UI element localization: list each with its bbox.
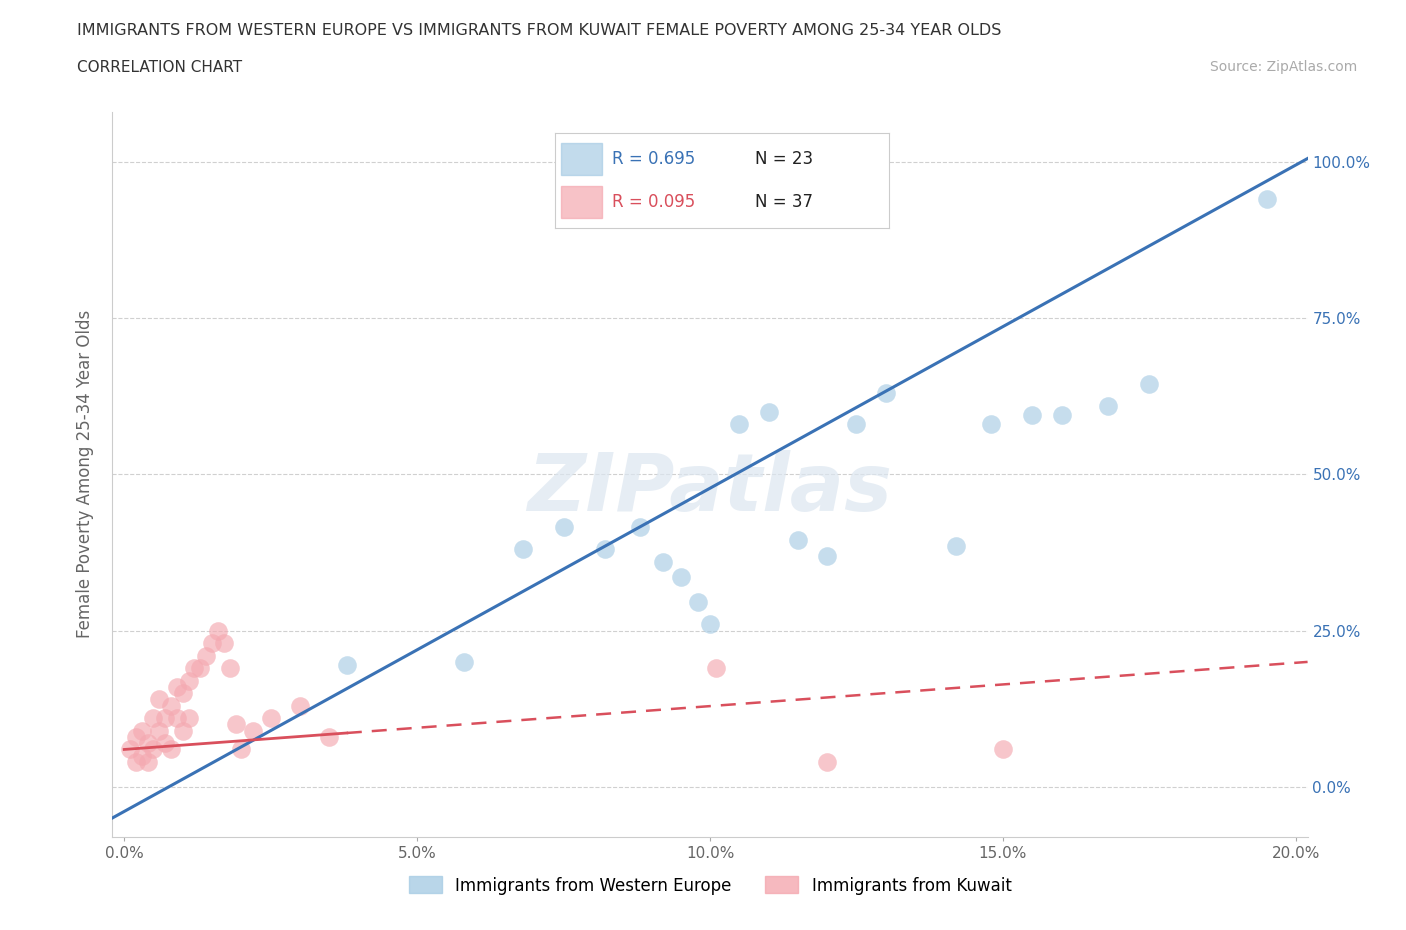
Point <box>553 520 575 535</box>
Point <box>1050 407 1073 422</box>
Point <box>218 660 240 675</box>
Point <box>131 724 153 738</box>
Point <box>815 548 838 563</box>
Text: Source: ZipAtlas.com: Source: ZipAtlas.com <box>1209 60 1357 74</box>
Y-axis label: Female Poverty Among 25-34 Year Olds: Female Poverty Among 25-34 Year Olds <box>76 311 94 638</box>
Point <box>787 533 810 548</box>
Point <box>453 655 475 670</box>
Point <box>136 754 159 769</box>
Point <box>1097 398 1119 413</box>
Point <box>815 754 838 769</box>
Point <box>688 595 710 610</box>
Point <box>125 754 148 769</box>
Point <box>704 660 727 675</box>
Point <box>125 729 148 744</box>
Point <box>512 542 534 557</box>
Point <box>142 742 165 757</box>
Point <box>336 658 359 672</box>
Point <box>207 623 229 638</box>
Point <box>991 742 1014 757</box>
Point <box>980 417 1002 432</box>
Point <box>195 648 218 663</box>
Point <box>231 742 253 757</box>
Text: CORRELATION CHART: CORRELATION CHART <box>77 60 242 75</box>
Point <box>288 698 311 713</box>
Point <box>845 417 868 432</box>
Point <box>225 717 247 732</box>
Point <box>183 660 205 675</box>
Point <box>166 711 188 725</box>
Point <box>136 736 159 751</box>
Point <box>260 711 283 725</box>
Text: IMMIGRANTS FROM WESTERN EUROPE VS IMMIGRANTS FROM KUWAIT FEMALE POVERTY AMONG 25: IMMIGRANTS FROM WESTERN EUROPE VS IMMIGR… <box>77 23 1001 38</box>
Point <box>628 520 651 535</box>
Point <box>945 538 967 553</box>
Text: ZIPatlas: ZIPatlas <box>527 450 893 528</box>
Point <box>1021 407 1043 422</box>
Point <box>242 724 264 738</box>
Point <box>142 711 165 725</box>
Point <box>593 542 616 557</box>
Point <box>131 749 153 764</box>
Point <box>177 711 200 725</box>
Point <box>160 698 183 713</box>
Point <box>652 554 675 569</box>
Point <box>875 386 897 401</box>
Point <box>172 724 194 738</box>
Point <box>669 570 692 585</box>
Legend: Immigrants from Western Europe, Immigrants from Kuwait: Immigrants from Western Europe, Immigran… <box>402 870 1018 901</box>
Point <box>148 692 170 707</box>
Point <box>155 736 177 751</box>
Point <box>201 636 224 651</box>
Point <box>166 680 188 695</box>
Point <box>155 711 177 725</box>
Point <box>160 742 183 757</box>
Point <box>212 636 235 651</box>
Point <box>1256 192 1278 206</box>
Point <box>699 617 721 631</box>
Point <box>188 660 212 675</box>
Point <box>177 673 200 688</box>
Point <box>728 417 751 432</box>
Point <box>120 742 141 757</box>
Point <box>148 724 170 738</box>
Point <box>1139 377 1161 392</box>
Point <box>318 729 340 744</box>
Point <box>758 405 780 419</box>
Point <box>172 685 194 700</box>
